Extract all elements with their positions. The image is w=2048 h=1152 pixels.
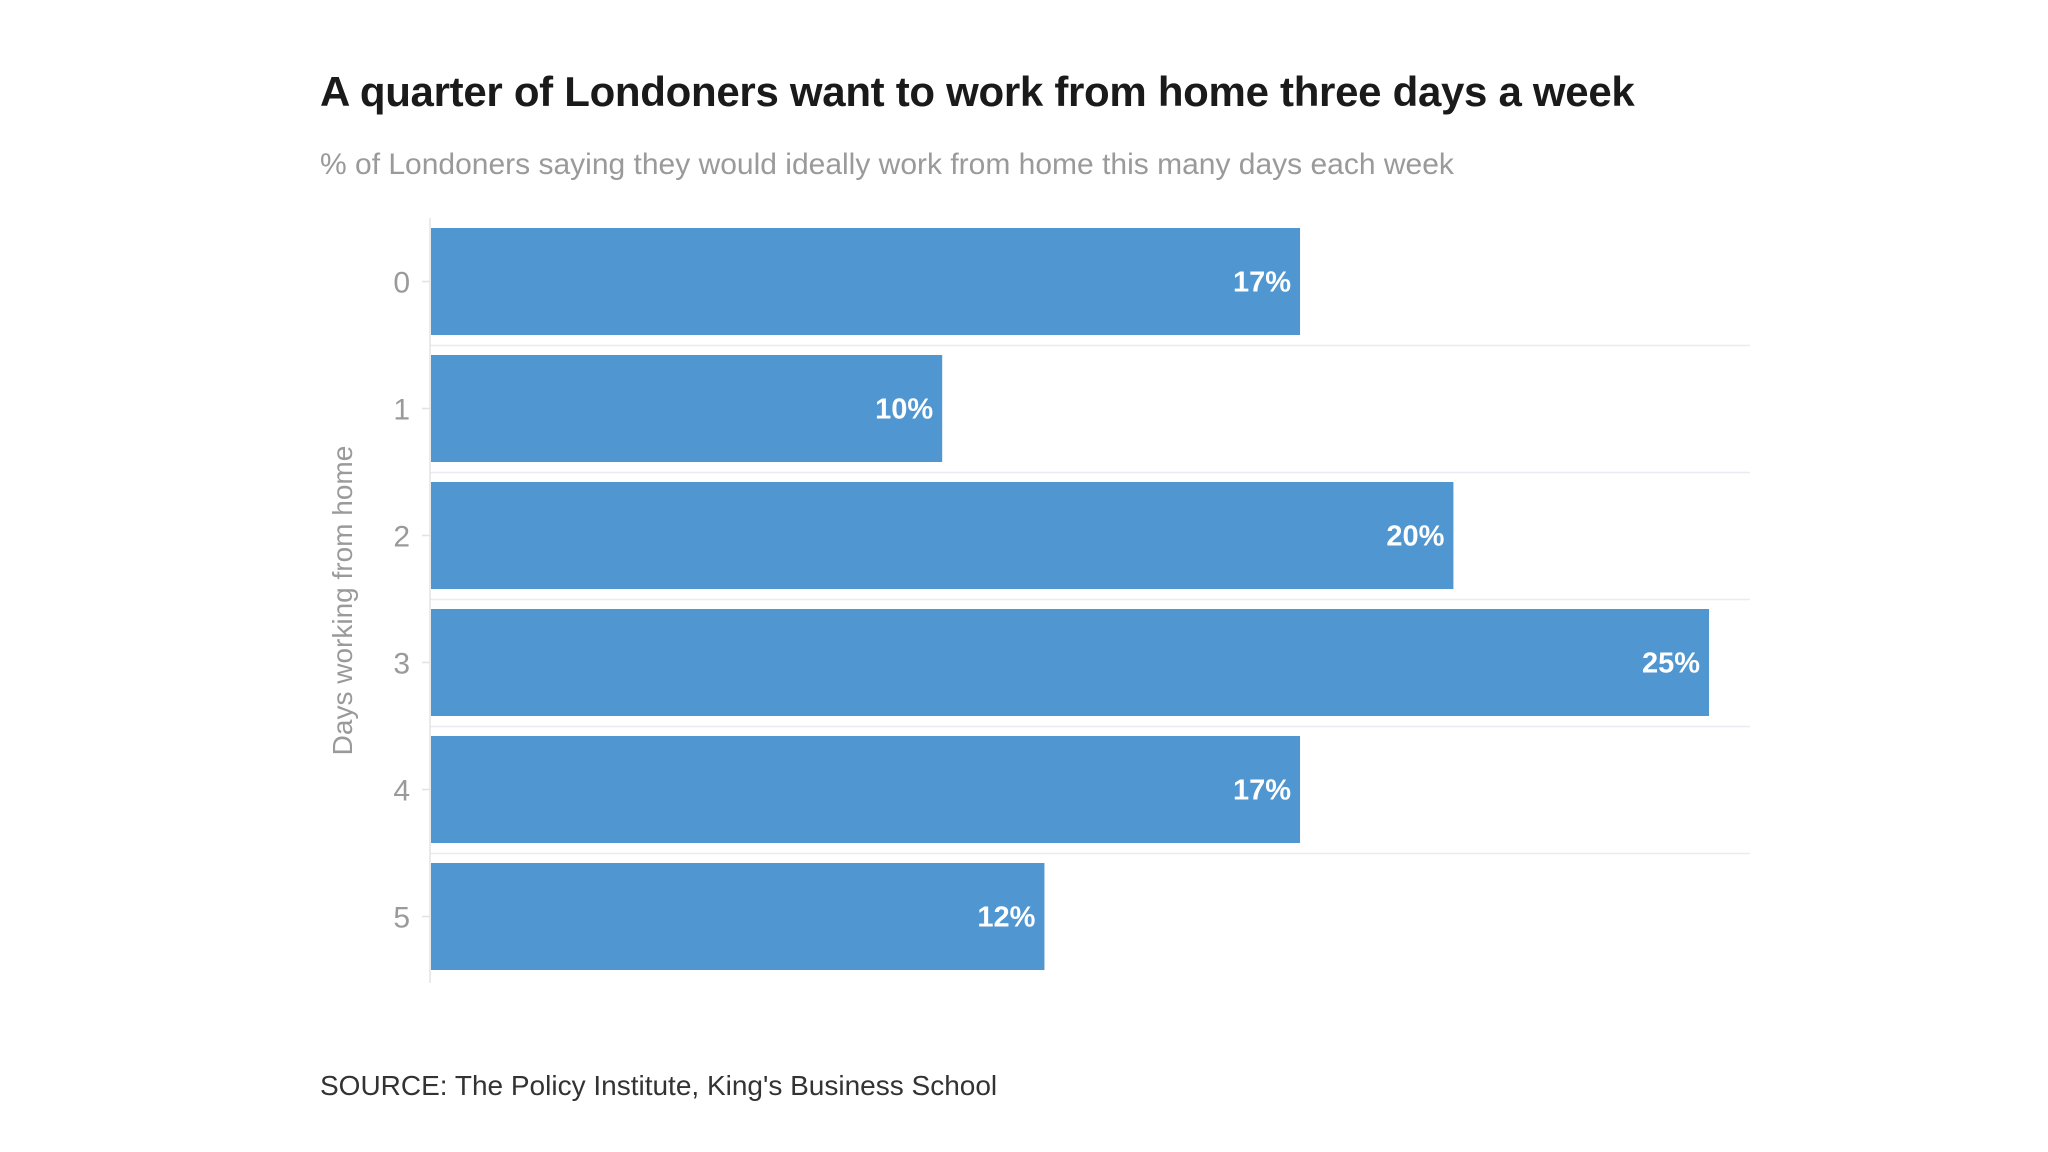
y-tick-label: 1 (393, 394, 410, 427)
source-note: SOURCE: The Policy Institute, King's Bus… (320, 1070, 998, 1101)
bar-3 (431, 609, 1709, 716)
chart-subtitle: % of Londoners saying they would ideally… (320, 148, 1454, 181)
y-tick-label: 5 (393, 902, 410, 935)
y-axis-title: Days working from home (327, 446, 358, 756)
bar-2 (431, 482, 1454, 589)
bar-data-label: 17% (1233, 267, 1291, 299)
bar-data-label: 20% (1386, 521, 1444, 553)
y-tick-label: 0 (393, 267, 410, 300)
bar-data-label: 10% (875, 394, 933, 426)
y-tick-labels: 0 1 2 3 4 5 (393, 267, 430, 935)
gridlines (430, 344, 1750, 855)
bars (431, 228, 1709, 970)
bar-4 (431, 736, 1301, 843)
chart-title: A quarter of Londoners want to work from… (320, 68, 1635, 115)
bar-1 (431, 355, 943, 462)
y-tick-label: 4 (393, 775, 410, 808)
y-tick-label: 3 (393, 648, 410, 681)
bar-data-label: 25% (1642, 648, 1700, 680)
bar-data-labels: 17% 10% 20% 25% 17% 12% (875, 267, 1700, 934)
bar-data-label: 12% (977, 902, 1035, 934)
bar-0 (431, 228, 1301, 335)
bar-data-label: 17% (1233, 775, 1291, 807)
bar-5 (431, 863, 1045, 970)
y-tick-label: 2 (393, 521, 410, 554)
